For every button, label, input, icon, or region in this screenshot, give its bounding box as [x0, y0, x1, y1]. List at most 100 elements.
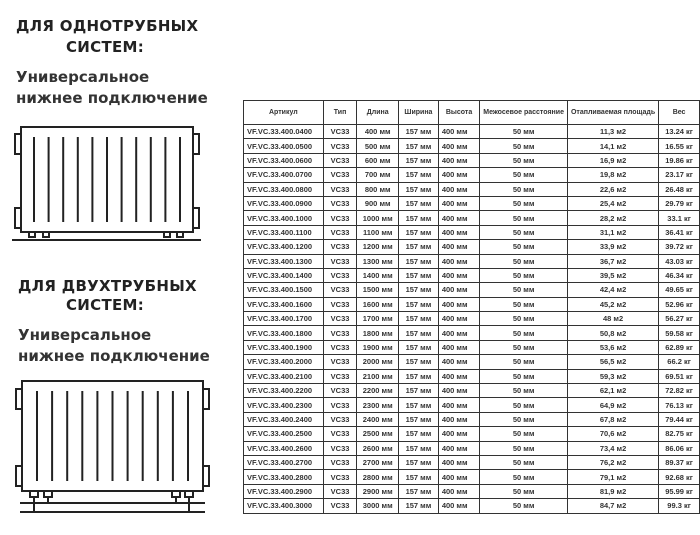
- table-cell: 157 мм: [398, 253, 439, 269]
- table-cell: 400 мм: [437, 210, 481, 226]
- table-cell: 157 мм: [398, 210, 439, 226]
- table-cell: 400 мм: [437, 368, 481, 385]
- table-cell: 157 мм: [398, 167, 439, 183]
- table-cell: 2500 мм: [356, 426, 400, 442]
- table-cell: VF.VC.33.400.1800: [243, 325, 324, 341]
- table-cell: VF.VC.33.400.1100: [243, 224, 324, 241]
- two-pipe-sub-line2: нижнее подключение: [18, 347, 210, 365]
- table-cell: 59,3 м2: [566, 368, 660, 385]
- table-cell: 157 мм: [398, 483, 439, 500]
- table-cell: 62,1 м2: [566, 383, 660, 399]
- table-row: VF.VC.33.400.2200 VC33 2200 мм 157 мм 400 мм…: [243, 383, 700, 399]
- table-cell: 400 мм: [437, 282, 481, 298]
- table-cell: 1700 мм: [356, 311, 400, 327]
- table-cell: 56,5 м2: [566, 354, 660, 370]
- table-cell: 28,2 м2: [566, 210, 660, 226]
- table-row: VF.VC.33.400.2600 VC33 2600 мм 157 мм 400 мм…: [243, 440, 700, 456]
- table-cell: VF.VC.33.400.2100: [243, 368, 324, 385]
- table-cell: 400 мм: [437, 296, 481, 313]
- table-row: VF.VC.33.400.2400 VC33 2400 мм 157 мм 400 мм…: [243, 411, 700, 428]
- table-cell: 92.68 кг: [658, 469, 700, 485]
- table-cell: 1400 мм: [356, 267, 400, 284]
- table-row: VF.VC.33.400.2700 VC33 2700 мм 157 мм 400 мм…: [243, 454, 700, 471]
- table-cell: 157 мм: [398, 397, 439, 413]
- table-cell: 1000 мм: [356, 210, 400, 226]
- table-cell: 2200 мм: [356, 383, 400, 399]
- table-cell: VF.VC.33.400.2300: [243, 397, 324, 413]
- table-cell: VF.VC.33.400.1200: [243, 239, 324, 255]
- table-cell: 56.27 кг: [658, 311, 700, 327]
- table-cell: VF.VC.33.400.2000: [243, 354, 324, 370]
- table-cell: 400 мм: [437, 483, 481, 500]
- table-cell: 16,9 м2: [566, 152, 660, 169]
- table-cell: 400 мм: [437, 454, 481, 471]
- table-cell: 1100 мм: [356, 224, 400, 241]
- table-cell: 50 мм: [479, 454, 568, 471]
- table-cell: 400 мм: [437, 469, 481, 485]
- table-cell: 157 мм: [398, 469, 439, 485]
- table-cell: 157 мм: [398, 440, 439, 456]
- table-cell: 16.55 кг: [658, 138, 700, 154]
- table-cell: VC33: [322, 325, 358, 341]
- table-cell: VF.VC.33.400.0700: [243, 167, 324, 183]
- table-cell: 2900 мм: [356, 483, 400, 500]
- table-cell: 1800 мм: [356, 325, 400, 341]
- table-cell: 46.34 кг: [658, 267, 700, 284]
- table-cell: 33,9 м2: [566, 239, 660, 255]
- one-pipe-title-line1: ДЛЯ ОДНОТРУБНЫХ: [16, 17, 199, 35]
- table-row: VF.VC.33.400.2000 VC33 2000 мм 157 мм 400 мм…: [243, 354, 700, 370]
- table-cell: 99.3 кг: [658, 498, 700, 514]
- table-cell: VF.VC.33.400.2900: [243, 483, 324, 500]
- table-row: VF.VC.33.400.2900 VC33 2900 мм 157 мм 400 мм…: [243, 483, 700, 500]
- table-cell: 50 мм: [479, 483, 568, 500]
- table-cell: 50 мм: [479, 224, 568, 241]
- table-cell: 50 мм: [479, 167, 568, 183]
- table-cell: VC33: [322, 253, 358, 269]
- table-cell: VF.VC.33.400.0400: [243, 123, 324, 140]
- table-cell: VC33: [322, 397, 358, 413]
- table-cell: 36,7 м2: [566, 253, 660, 269]
- two-pipe-sub-line1: Универсальное: [18, 326, 152, 344]
- table-cell: VC33: [322, 167, 358, 183]
- table-cell: 43.03 кг: [658, 253, 700, 269]
- table-cell: VF.VC.33.400.3000: [243, 498, 324, 514]
- table-cell: 62.89 кг: [658, 339, 700, 356]
- table-cell: 79,1 м2: [566, 469, 660, 485]
- table-cell: VF.VC.33.400.2400: [243, 411, 324, 428]
- table-cell: 45,2 м2: [566, 296, 660, 313]
- table-row: VF.VC.33.400.1300 VC33 1300 мм 157 мм 400 мм…: [243, 253, 700, 269]
- table-cell: 400 мм: [437, 440, 481, 456]
- table-cell: VF.VC.33.400.2600: [243, 440, 324, 456]
- table-cell: 50 мм: [479, 498, 568, 514]
- table-cell: VC33: [322, 469, 358, 485]
- table-cell: 50 мм: [479, 253, 568, 269]
- table-cell: 50 мм: [479, 469, 568, 485]
- table-cell: 84,7 м2: [566, 498, 660, 514]
- table-cell: 2700 мм: [356, 454, 400, 471]
- table-row: VF.VC.33.400.0700 VC33 700 мм 157 мм 400 мм 5…: [243, 167, 700, 183]
- table-cell: 157 мм: [398, 339, 439, 356]
- table-cell: 400 мм: [437, 138, 481, 154]
- column-header: Длина: [356, 100, 400, 125]
- table-cell: VC33: [322, 282, 358, 298]
- table-cell: 157 мм: [398, 239, 439, 255]
- table-cell: VC33: [322, 354, 358, 370]
- column-header: Отапливаемая площадь: [566, 100, 660, 125]
- table-cell: 69.51 кг: [658, 368, 700, 385]
- table-row: VF.VC.33.400.1400 VC33 1400 мм 157 мм 400 мм…: [243, 267, 700, 284]
- column-header: Вес: [658, 100, 700, 125]
- column-header: Высота: [437, 100, 481, 125]
- column-header: Артикул: [243, 100, 324, 125]
- table-row: VF.VC.33.400.2100 VC33 2100 мм 157 мм 400 мм…: [243, 368, 700, 385]
- table-cell: 400 мм: [437, 325, 481, 341]
- column-header: Тип: [322, 100, 358, 125]
- table-cell: VC33: [322, 210, 358, 226]
- table-cell: 50 мм: [479, 195, 568, 212]
- table-cell: 1300 мм: [356, 253, 400, 269]
- table-row: VF.VC.33.400.2800 VC33 2800 мм 157 мм 400 мм…: [243, 469, 700, 485]
- table-cell: 52.96 кг: [658, 296, 700, 313]
- table-cell: 50 мм: [479, 282, 568, 298]
- one-pipe-radiator-icon: [12, 126, 201, 241]
- table-cell: VC33: [322, 440, 358, 456]
- table-cell: VC33: [322, 339, 358, 356]
